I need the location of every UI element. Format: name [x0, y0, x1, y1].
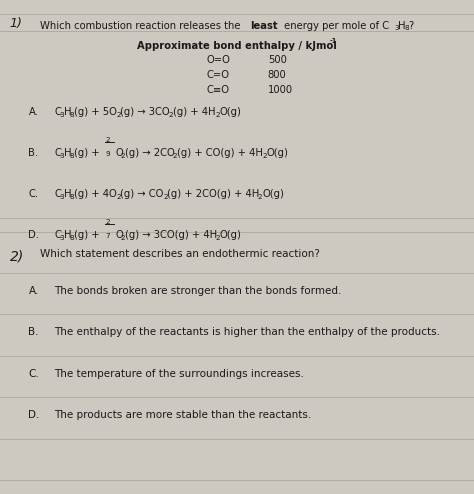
Text: C.: C.: [28, 189, 38, 199]
Text: 8: 8: [69, 112, 74, 118]
Text: (g) + 4H: (g) + 4H: [173, 107, 215, 117]
Text: O=O: O=O: [206, 55, 230, 65]
Text: 800: 800: [268, 70, 287, 80]
Text: A.: A.: [28, 107, 38, 117]
Text: C: C: [55, 189, 62, 199]
Text: least: least: [250, 21, 278, 31]
Text: H: H: [64, 148, 72, 158]
Text: O(g): O(g): [219, 230, 241, 240]
Text: 8: 8: [69, 194, 74, 200]
Text: 8: 8: [404, 25, 409, 31]
Text: (g) +: (g) +: [73, 230, 102, 240]
Text: 2: 2: [173, 153, 177, 159]
Text: H: H: [398, 21, 406, 31]
Text: 2): 2): [9, 249, 24, 263]
Text: O(g): O(g): [262, 189, 284, 199]
Text: -1: -1: [330, 38, 337, 44]
Text: O: O: [115, 230, 123, 240]
Text: (g) → 2CO: (g) → 2CO: [125, 148, 174, 158]
Text: 3: 3: [60, 235, 64, 241]
Text: C: C: [55, 107, 62, 117]
Text: Approximate bond enthalpy / kJmol: Approximate bond enthalpy / kJmol: [137, 41, 337, 50]
Text: Which combustion reaction releases the: Which combustion reaction releases the: [40, 21, 244, 31]
Text: The products are more stable than the reactants.: The products are more stable than the re…: [55, 410, 312, 420]
Text: 3: 3: [60, 112, 64, 118]
Text: C: C: [55, 148, 62, 158]
Text: D.: D.: [28, 410, 40, 420]
Text: (g) +: (g) +: [73, 148, 102, 158]
Text: C≡O: C≡O: [206, 85, 229, 95]
Text: O(g): O(g): [219, 107, 241, 117]
Text: 2: 2: [163, 194, 168, 200]
Text: 1000: 1000: [268, 85, 293, 95]
Text: 2: 2: [106, 137, 110, 143]
Text: (g) + 2CO(g) + 4H: (g) + 2CO(g) + 4H: [167, 189, 259, 199]
Text: energy per mole of C: energy per mole of C: [281, 21, 389, 31]
Text: O: O: [115, 148, 123, 158]
Text: 8: 8: [69, 235, 74, 241]
Text: C=O: C=O: [206, 70, 229, 80]
Text: 2: 2: [215, 235, 220, 241]
Text: H: H: [64, 230, 72, 240]
Text: 3: 3: [60, 153, 64, 159]
Text: 9: 9: [106, 151, 110, 157]
Text: The enthalpy of the reactants is higher than the enthalpy of the products.: The enthalpy of the reactants is higher …: [55, 327, 440, 337]
Text: (g) + 4O: (g) + 4O: [73, 189, 116, 199]
Text: The temperature of the surroundings increases.: The temperature of the surroundings incr…: [55, 369, 304, 378]
Text: (g) → CO: (g) → CO: [120, 189, 164, 199]
Text: 2: 2: [262, 153, 267, 159]
Text: 2: 2: [215, 112, 220, 118]
Text: 500: 500: [268, 55, 287, 65]
Text: H: H: [64, 107, 72, 117]
Text: 2: 2: [168, 112, 173, 118]
Text: C.: C.: [28, 369, 39, 378]
Text: C: C: [55, 230, 62, 240]
Text: 8: 8: [69, 153, 74, 159]
Text: 2: 2: [116, 194, 121, 200]
Text: 2: 2: [120, 153, 125, 159]
Text: Which statement describes an endothermic reaction?: Which statement describes an endothermic…: [40, 249, 320, 259]
Text: 2: 2: [106, 219, 110, 225]
Text: 3: 3: [394, 25, 399, 31]
Text: ?: ?: [409, 21, 414, 31]
Text: The bonds broken are stronger than the bonds formed.: The bonds broken are stronger than the b…: [55, 286, 342, 295]
Text: B.: B.: [28, 148, 38, 158]
Text: (g) → 3CO: (g) → 3CO: [120, 107, 170, 117]
Text: 2: 2: [120, 235, 125, 241]
Text: B.: B.: [28, 327, 39, 337]
Text: 7: 7: [106, 233, 110, 239]
Text: (g) + 5O: (g) + 5O: [73, 107, 117, 117]
Text: 3: 3: [60, 194, 64, 200]
Text: 2: 2: [258, 194, 263, 200]
Text: (g) → 3CO(g) + 4H: (g) → 3CO(g) + 4H: [125, 230, 217, 240]
Text: (g) + CO(g) + 4H: (g) + CO(g) + 4H: [177, 148, 263, 158]
Text: 1): 1): [9, 17, 22, 30]
Text: 2: 2: [116, 112, 121, 118]
Text: D.: D.: [28, 230, 39, 240]
Text: O(g): O(g): [266, 148, 288, 158]
Text: H: H: [64, 189, 72, 199]
Text: A.: A.: [28, 286, 39, 295]
